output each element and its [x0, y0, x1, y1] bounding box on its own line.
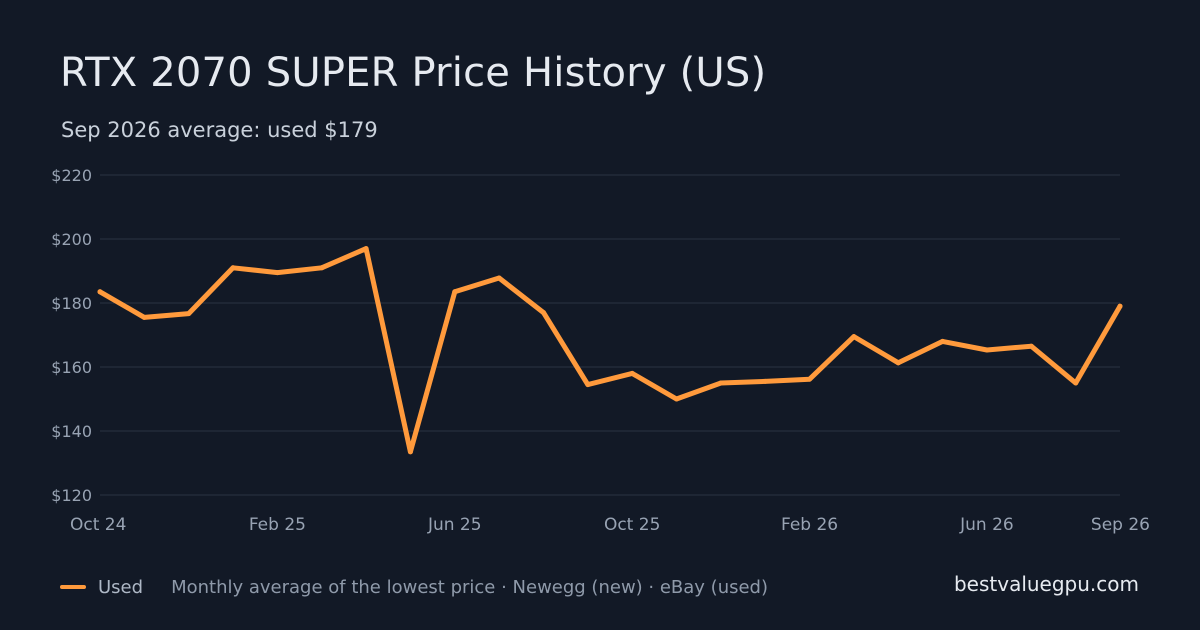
x-tick-label: Oct 25 — [604, 515, 660, 535]
data-point — [807, 376, 813, 382]
legend-swatch-used — [60, 585, 86, 589]
data-point — [274, 270, 280, 276]
series-layer — [97, 246, 1123, 455]
chart-title: RTX 2070 SUPER Price History (US) — [60, 50, 767, 96]
data-point — [141, 314, 147, 320]
data-point — [230, 265, 236, 271]
x-axis-ticks: Oct 24 Feb 25 Jun 25 Oct 25 Feb 26 Jun 26 Sep … — [70, 515, 1150, 535]
data-point — [674, 396, 680, 402]
data-point — [718, 380, 724, 386]
data-point — [407, 449, 413, 455]
data-point — [540, 310, 546, 316]
data-point — [585, 382, 591, 388]
data-point — [1073, 380, 1079, 386]
data-point — [851, 334, 857, 340]
x-tick-label: Feb 26 — [781, 515, 838, 535]
x-tick-label: Jun 25 — [427, 515, 482, 535]
x-tick-label: Sep 26 — [1091, 515, 1150, 535]
x-tick-label: Oct 24 — [70, 515, 126, 535]
data-point — [940, 338, 946, 344]
legend-label-used: Used — [98, 576, 144, 598]
data-point — [629, 370, 635, 376]
x-tick-label: Jun 26 — [959, 515, 1014, 535]
y-tick-label: $120 — [51, 486, 92, 505]
data-point — [895, 360, 901, 366]
data-point — [319, 265, 325, 271]
y-tick-label: $160 — [51, 358, 92, 377]
y-tick-label: $220 — [51, 166, 92, 185]
chart-footer: Used Monthly average of the lowest price… — [60, 574, 768, 600]
data-point — [186, 311, 192, 317]
series-line-used — [97, 246, 1123, 455]
data-point — [1028, 343, 1034, 349]
data-point — [97, 289, 103, 295]
data-point — [452, 289, 458, 295]
y-tick-label: $180 — [51, 294, 92, 313]
data-point — [1117, 303, 1123, 309]
gridlines — [100, 174, 1120, 496]
data-source-note: Monthly average of the lowest price · Ne… — [171, 576, 769, 598]
brand-link[interactable]: bestvaluegpu.com — [953, 572, 1139, 596]
data-point — [984, 347, 990, 353]
data-point — [363, 246, 369, 252]
data-point — [762, 378, 768, 384]
chart-subtitle: Sep 2026 average: used $179 — [61, 118, 378, 142]
y-tick-label: $140 — [51, 422, 92, 441]
data-point — [496, 275, 502, 281]
y-tick-label: $200 — [51, 230, 92, 249]
y-axis-ticks: $220 $200 $180 $160 $140 $120 — [51, 166, 92, 505]
x-tick-label: Feb 25 — [249, 515, 306, 535]
